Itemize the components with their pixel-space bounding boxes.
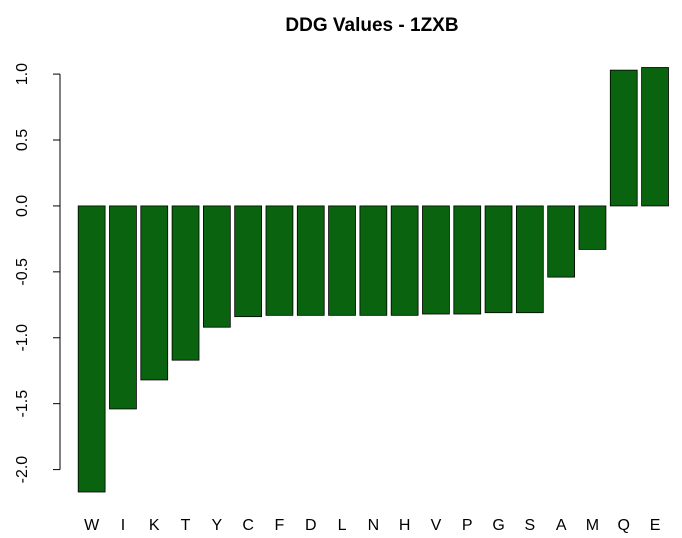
x-tick-label: P xyxy=(462,517,473,534)
bar-M xyxy=(578,205,607,250)
bar-E xyxy=(641,67,669,207)
bar-S xyxy=(515,205,544,314)
bar-T xyxy=(171,205,200,361)
bar-A xyxy=(547,205,576,278)
x-tick-label: G xyxy=(492,517,504,534)
bar-P xyxy=(453,205,482,315)
y-axis: -2.0 -1.5 -1.0 -0.5 0.0 0.5 1.0 xyxy=(14,63,61,484)
x-tick-label: N xyxy=(368,517,380,534)
x-tick-label: K xyxy=(149,517,160,534)
chart-title: DDG Values - 1ZXB xyxy=(285,15,458,36)
x-tick-label: L xyxy=(338,517,347,534)
bar-W xyxy=(77,205,106,493)
y-axis-ticks: -2.0 -1.5 -1.0 -0.5 0.0 0.5 1.0 xyxy=(14,63,60,484)
bar-V xyxy=(422,205,450,315)
x-tick-label: I xyxy=(121,517,125,534)
bar-C xyxy=(234,205,263,318)
bar-F xyxy=(265,205,294,316)
bar-I xyxy=(109,205,137,410)
x-tick-label: V xyxy=(431,517,442,534)
y-tick-label: 1.0 xyxy=(14,63,31,85)
x-tick-label: C xyxy=(242,517,254,534)
x-tick-label: Q xyxy=(618,517,630,534)
bar-K xyxy=(140,205,169,381)
x-tick-label: E xyxy=(650,517,661,534)
bar-Q xyxy=(609,69,638,207)
bar-N xyxy=(359,205,388,316)
y-tick-label: -2.0 xyxy=(14,456,31,484)
x-tick-label: D xyxy=(305,517,317,534)
y-tick-label: -0.5 xyxy=(14,258,31,286)
x-tick-label: S xyxy=(525,517,536,534)
x-tick-label: M xyxy=(586,517,599,534)
y-tick-label: -1.0 xyxy=(14,324,31,352)
x-tick-label: Y xyxy=(212,517,223,534)
x-tick-label: A xyxy=(556,517,567,534)
bar-H xyxy=(390,205,419,316)
bar-L xyxy=(328,205,356,316)
bar-G xyxy=(484,205,513,314)
bar-series xyxy=(77,67,669,493)
y-tick-label: 0.0 xyxy=(14,195,31,217)
x-tick-label: W xyxy=(84,517,100,534)
x-tick-label: T xyxy=(181,517,191,534)
bar-Y xyxy=(202,205,231,328)
x-tick-label: F xyxy=(275,517,285,534)
bar-D xyxy=(296,205,325,316)
x-tick-label: H xyxy=(399,517,411,534)
y-tick-label: -1.5 xyxy=(14,390,31,418)
y-tick-label: 0.5 xyxy=(14,129,31,151)
